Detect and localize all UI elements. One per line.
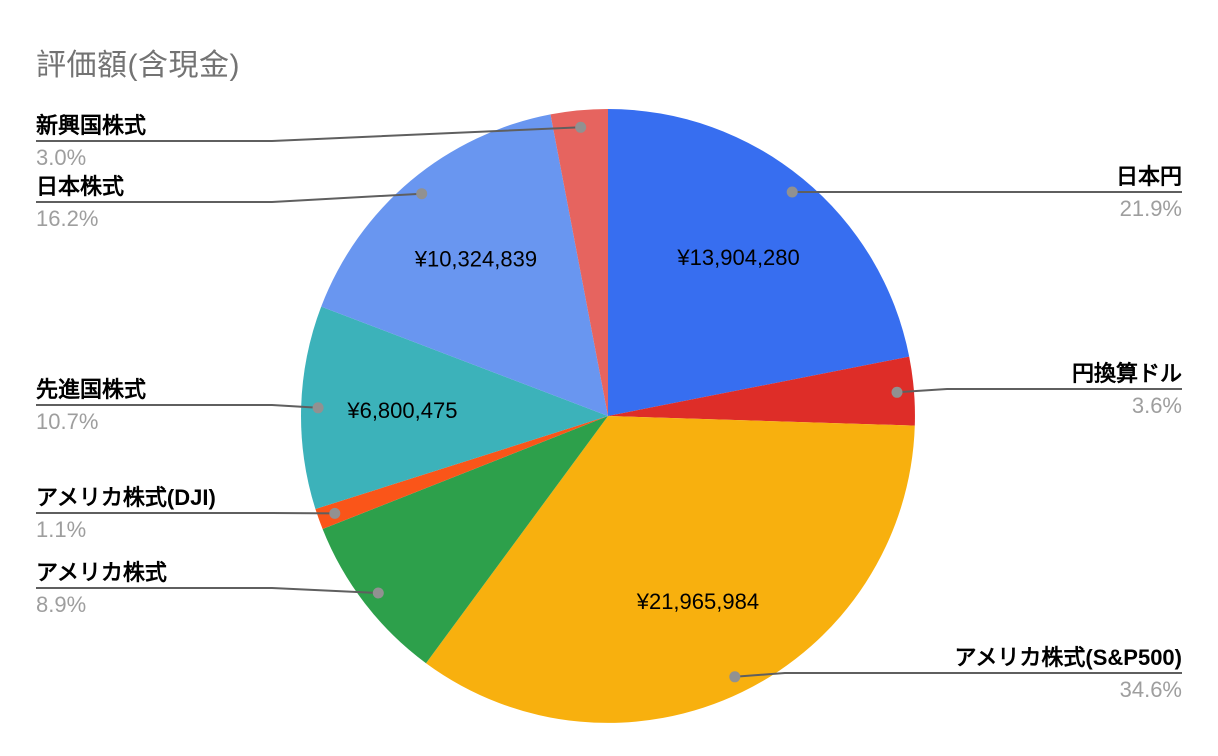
callout-dot-developed-stock: [312, 402, 324, 414]
callout-dot-us-stock: [372, 587, 384, 599]
slice-value-developed-stock: ¥6,800,475: [346, 398, 457, 423]
callout-line-us-stock-sp500: [734, 672, 1182, 678]
slice-percent-emerging-stock: 3.0%: [36, 145, 86, 170]
slice-percent-developed-stock: 10.7%: [36, 409, 98, 434]
slice-percent-us-stock-dji: 1.1%: [36, 517, 86, 542]
slice-value-japanese-yen: ¥13,904,280: [676, 245, 799, 270]
pie-slice-us-stock-dji[interactable]: [315, 416, 608, 529]
callout-dot-us-stock-dji: [329, 507, 341, 519]
callout-dot-japan-stock: [416, 188, 428, 200]
callout-dot-emerging-stock: [575, 121, 587, 133]
pie-slice-developed-stock[interactable]: [301, 306, 608, 509]
slice-label-usd-in-yen: 円換算ドル: [1072, 361, 1182, 386]
callout-line-emerging-stock: [36, 126, 581, 142]
callout-line-us-stock: [36, 587, 379, 594]
slice-percent-usd-in-yen: 3.6%: [1132, 393, 1182, 418]
pie-slice-japan-stock[interactable]: [321, 114, 608, 417]
callout-dot-us-stock-sp500: [729, 671, 741, 683]
pie-slice-japanese-yen[interactable]: [608, 109, 910, 416]
pie-slice-emerging-stock[interactable]: [550, 108, 609, 417]
chart-title: 評価額(含現金): [36, 49, 240, 82]
callout-line-developed-stock: [36, 404, 319, 409]
slice-value-us-stock-sp500: ¥21,965,984: [636, 589, 759, 614]
slice-label-emerging-stock: 新興国株式: [36, 113, 146, 138]
pie-slice-us-stock-sp500[interactable]: [426, 416, 915, 723]
slice-label-us-stock: アメリカ株式: [36, 560, 167, 585]
slice-label-japanese-yen: 日本円: [1116, 164, 1182, 189]
slice-percent-japanese-yen: 21.9%: [1120, 196, 1182, 221]
slice-label-developed-stock: 先進国株式: [36, 377, 146, 402]
callout-dot-japanese-yen: [786, 186, 798, 198]
callout-dot-usd-in-yen: [891, 386, 903, 398]
pie-slice-usd-in-yen[interactable]: [608, 356, 915, 426]
pie-slice-us-stock[interactable]: [322, 416, 608, 664]
slice-label-japan-stock: 日本株式: [36, 174, 124, 199]
slice-value-japan-stock: ¥10,324,839: [414, 246, 537, 271]
slice-percent-us-stock: 8.9%: [36, 592, 86, 617]
slice-label-us-stock-sp500: アメリカ株式(S&P500): [955, 645, 1183, 670]
slice-percent-japan-stock: 16.2%: [36, 206, 98, 231]
slice-label-us-stock-dji: アメリカ株式(DJI): [36, 485, 216, 510]
callout-line-japan-stock: [36, 192, 422, 203]
slice-percent-us-stock-sp500: 34.6%: [1120, 677, 1182, 702]
callout-line-usd-in-yen: [896, 388, 1182, 394]
